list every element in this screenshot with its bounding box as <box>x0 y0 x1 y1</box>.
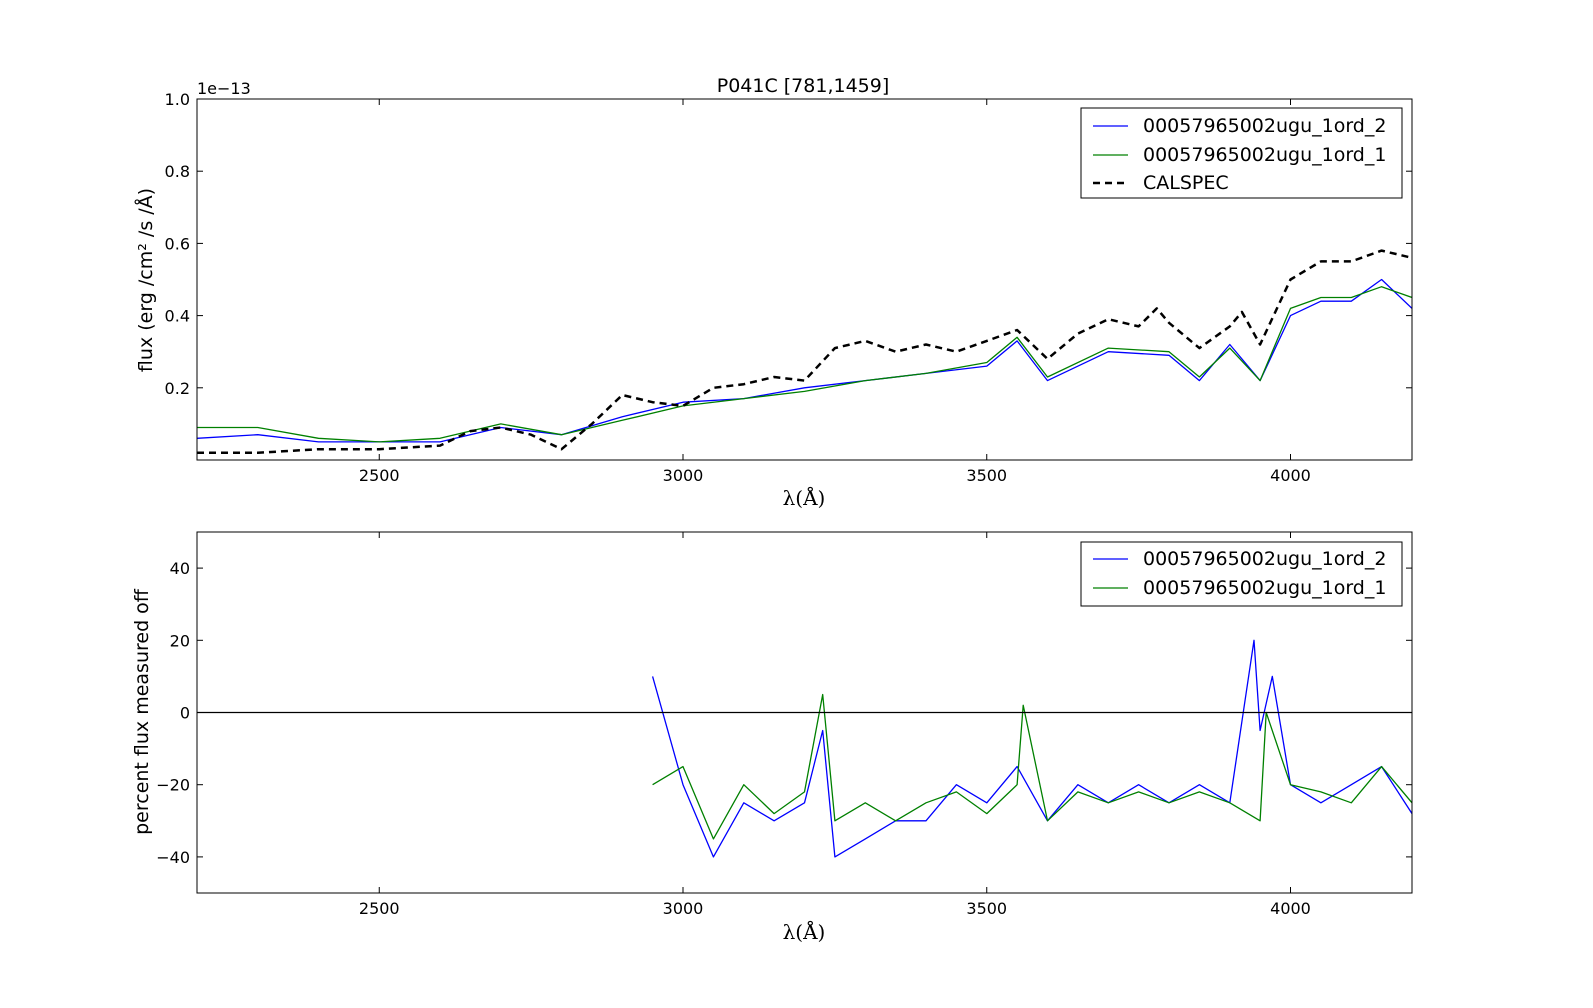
top-legend-label-calspec: CALSPEC <box>1143 172 1229 194</box>
bottom-series-line-1 <box>652 693 1412 840</box>
top-series-lines <box>197 249 1412 455</box>
bottom-series-lines <box>651 639 1412 858</box>
bottom-x-tick-label: 4000 <box>1270 899 1311 918</box>
top-y-tick-label: 0.2 <box>165 379 190 398</box>
top-y-tick-label: 0.6 <box>165 234 190 253</box>
top-legend-box <box>1080 107 1403 199</box>
top-series-line-0 <box>197 278 1412 443</box>
top-x-axis-label: λ(Å) <box>783 485 826 510</box>
top-y-tick-label: 0.8 <box>165 162 190 181</box>
top-series-line-1 <box>197 286 1412 443</box>
top-legend-label-ord2: 00057965002ugu_1ord_2 <box>1143 115 1386 137</box>
bottom-y-tick-label: 40 <box>170 559 190 578</box>
bottom-y-ticks: −40 −20 0 20 40 <box>156 559 1412 867</box>
bottom-x-tick-label: 3000 <box>663 899 704 918</box>
bottom-legend: 00057965002ugu_1ord_2 00057965002ugu_1or… <box>1080 541 1403 607</box>
top-x-tick-label: 2500 <box>359 466 400 485</box>
bottom-x-tick-label: 3500 <box>966 899 1007 918</box>
top-legend: 00057965002ugu_1ord_2 00057965002ugu_1or… <box>1080 107 1403 199</box>
top-x-tick-label: 3500 <box>966 466 1007 485</box>
top-series-line-2 <box>197 249 1412 455</box>
bottom-x-ticks: 2500 3000 3500 4000 <box>359 532 1311 918</box>
bottom-y-axis-label: percent flux measured off <box>131 588 153 835</box>
bottom-y-tick-label: 0 <box>180 704 190 723</box>
top-x-ticks: 2500 3000 3500 4000 <box>359 99 1311 485</box>
top-x-tick-label: 3000 <box>663 466 704 485</box>
top-y-axis-label: flux (erg /cm² /s /Å) <box>134 188 157 372</box>
top-y-tick-label: 1.0 <box>165 90 190 109</box>
chart-title: P041C [781,1459] <box>717 75 890 97</box>
top-legend-label-ord1: 00057965002ugu_1ord_1 <box>1143 144 1386 166</box>
bottom-panel: 2500 3000 3500 4000 −40 −20 0 20 40 λ(Å) percen… <box>131 531 1413 944</box>
bottom-legend-label-ord1: 00057965002ugu_1ord_1 <box>1143 577 1386 599</box>
top-panel: P041C [781,1459] 1e−13 2500 3000 3500 4000 … <box>134 75 1413 510</box>
bottom-x-axis-label: λ(Å) <box>783 919 826 944</box>
bottom-legend-box <box>1080 541 1403 607</box>
top-x-tick-label: 4000 <box>1270 466 1311 485</box>
top-y-tick-label: 0.4 <box>165 307 190 326</box>
bottom-y-tick-label: −20 <box>156 776 190 795</box>
bottom-y-tick-label: −40 <box>156 848 190 867</box>
bottom-y-tick-label: 20 <box>170 631 190 650</box>
bottom-x-tick-label: 2500 <box>359 899 400 918</box>
y-offset-text: 1e−13 <box>197 79 251 98</box>
bottom-legend-label-ord2: 00057965002ugu_1ord_2 <box>1143 548 1386 570</box>
top-plot-frame <box>196 98 1413 461</box>
top-y-ticks: 0.2 0.4 0.6 0.8 1.0 <box>165 90 1412 398</box>
